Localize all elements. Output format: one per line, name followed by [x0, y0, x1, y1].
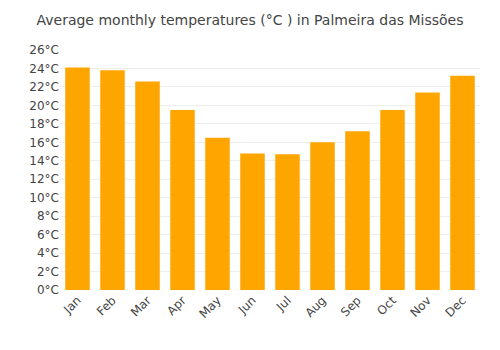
- svg-text:Jan: Jan: [60, 293, 84, 317]
- svg-text:10°C: 10°C: [29, 191, 59, 205]
- svg-text:14°C: 14°C: [29, 154, 59, 168]
- svg-text:May: May: [196, 293, 223, 320]
- svg-text:6°C: 6°C: [37, 228, 59, 242]
- svg-text:16°C: 16°C: [29, 136, 59, 150]
- svg-text:18°C: 18°C: [29, 117, 59, 131]
- svg-text:Average monthly temperatures (: Average monthly temperatures (°C ) in Pa…: [36, 12, 463, 28]
- svg-text:22°C: 22°C: [29, 80, 59, 94]
- svg-text:12°C: 12°C: [29, 172, 59, 186]
- svg-text:Sep: Sep: [338, 293, 364, 319]
- svg-text:0°C: 0°C: [37, 283, 59, 297]
- svg-text:Dec: Dec: [443, 293, 469, 319]
- svg-text:24°C: 24°C: [29, 62, 59, 76]
- svg-text:Nov: Nov: [407, 293, 433, 319]
- svg-text:Oct: Oct: [374, 293, 399, 318]
- svg-text:26°C: 26°C: [29, 43, 59, 57]
- svg-text:Feb: Feb: [94, 293, 119, 318]
- svg-text:Mar: Mar: [128, 293, 154, 319]
- svg-text:8°C: 8°C: [37, 209, 59, 223]
- svg-text:Jun: Jun: [235, 293, 259, 317]
- svg-text:4°C: 4°C: [37, 246, 59, 260]
- svg-text:Aug: Aug: [302, 293, 328, 319]
- svg-text:Apr: Apr: [164, 293, 189, 318]
- svg-text:20°C: 20°C: [29, 99, 59, 113]
- svg-text:2°C: 2°C: [37, 265, 59, 279]
- svg-text:Jul: Jul: [273, 293, 294, 314]
